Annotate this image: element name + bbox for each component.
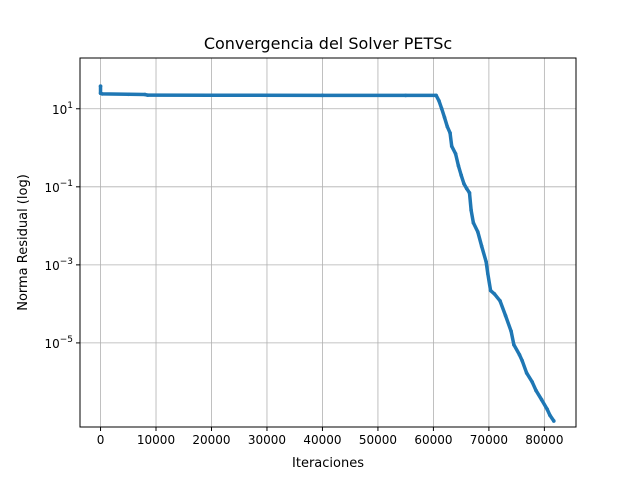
residual-data-point xyxy=(509,329,513,333)
y-axis-label: Norma Residual (log) xyxy=(16,174,31,311)
chart-title: Convergencia del Solver PETSc xyxy=(204,34,452,53)
residual-data-point xyxy=(453,152,458,156)
residual-data-point xyxy=(98,84,103,88)
residual-data-point xyxy=(403,93,408,98)
residual-data-point xyxy=(512,342,516,347)
residual-data-point xyxy=(471,220,476,225)
residual-data-point xyxy=(143,92,147,97)
residual-data-point xyxy=(520,358,524,363)
residual-data-point xyxy=(459,173,463,177)
y-tick-label: 101 xyxy=(52,101,73,117)
x-tick-label: 0 xyxy=(97,433,105,447)
residual-data-point xyxy=(476,230,480,234)
residual-data-point xyxy=(126,92,131,97)
y-tick-label: 10−1 xyxy=(44,179,73,195)
residual-data-point xyxy=(534,388,538,393)
y-tick-label: 10−5 xyxy=(44,335,73,351)
residual-data-point xyxy=(545,407,549,412)
residual-data-point xyxy=(484,259,488,264)
residual-data-point xyxy=(469,208,473,213)
residual-data-point xyxy=(145,93,150,97)
x-tick-label: 20000 xyxy=(192,433,230,447)
grid-lines xyxy=(80,58,576,427)
y-axis-ticks: 101 10−1 10−3 10−5 xyxy=(44,101,80,351)
x-tick-label: 80000 xyxy=(525,433,563,447)
residual-data-point xyxy=(445,124,450,129)
residual-data-point xyxy=(442,115,447,120)
residual-data-point xyxy=(437,99,441,103)
series-layer xyxy=(98,84,556,423)
y-tick-label: 10−3 xyxy=(44,257,73,273)
residual-data-point xyxy=(456,163,461,168)
plot-area xyxy=(80,58,576,427)
residual-data-point xyxy=(209,93,214,98)
residual-data-point xyxy=(492,292,497,296)
residual-data-point xyxy=(498,299,502,303)
x-axis-label: Iteraciones xyxy=(292,456,364,471)
residual-data-point xyxy=(439,106,444,111)
residual-data-point xyxy=(548,413,552,418)
residual-data-point xyxy=(552,419,556,423)
x-axis-ticks: 0 10000 20000 30000 40000 50000 60000 70000 8000… xyxy=(97,427,563,447)
residual-data-point xyxy=(530,380,534,384)
axes-frame xyxy=(79,57,577,428)
x-tick-label: 40000 xyxy=(303,433,341,447)
residual-data-point xyxy=(464,186,469,191)
residual-data-point xyxy=(524,371,529,375)
residual-data-point xyxy=(539,397,544,402)
x-tick-label: 50000 xyxy=(359,433,397,447)
x-tick-label: 30000 xyxy=(248,433,286,447)
x-tick-label: 60000 xyxy=(414,433,452,447)
x-tick-label: 10000 xyxy=(137,433,175,447)
residual-data-point xyxy=(503,313,508,318)
x-tick-label: 70000 xyxy=(470,433,508,447)
residual-data-point xyxy=(462,181,466,186)
residual-data-point xyxy=(320,93,325,98)
residual-data-point xyxy=(485,271,490,276)
residual-data-point xyxy=(434,93,438,98)
residual-data-point xyxy=(100,92,104,96)
residual-data-point xyxy=(479,244,484,249)
residual-data-point xyxy=(488,288,493,293)
residual-data-point xyxy=(449,144,454,148)
residual-data-point xyxy=(517,352,522,357)
residual-data-point xyxy=(467,191,472,195)
residual-data-point xyxy=(448,131,452,135)
